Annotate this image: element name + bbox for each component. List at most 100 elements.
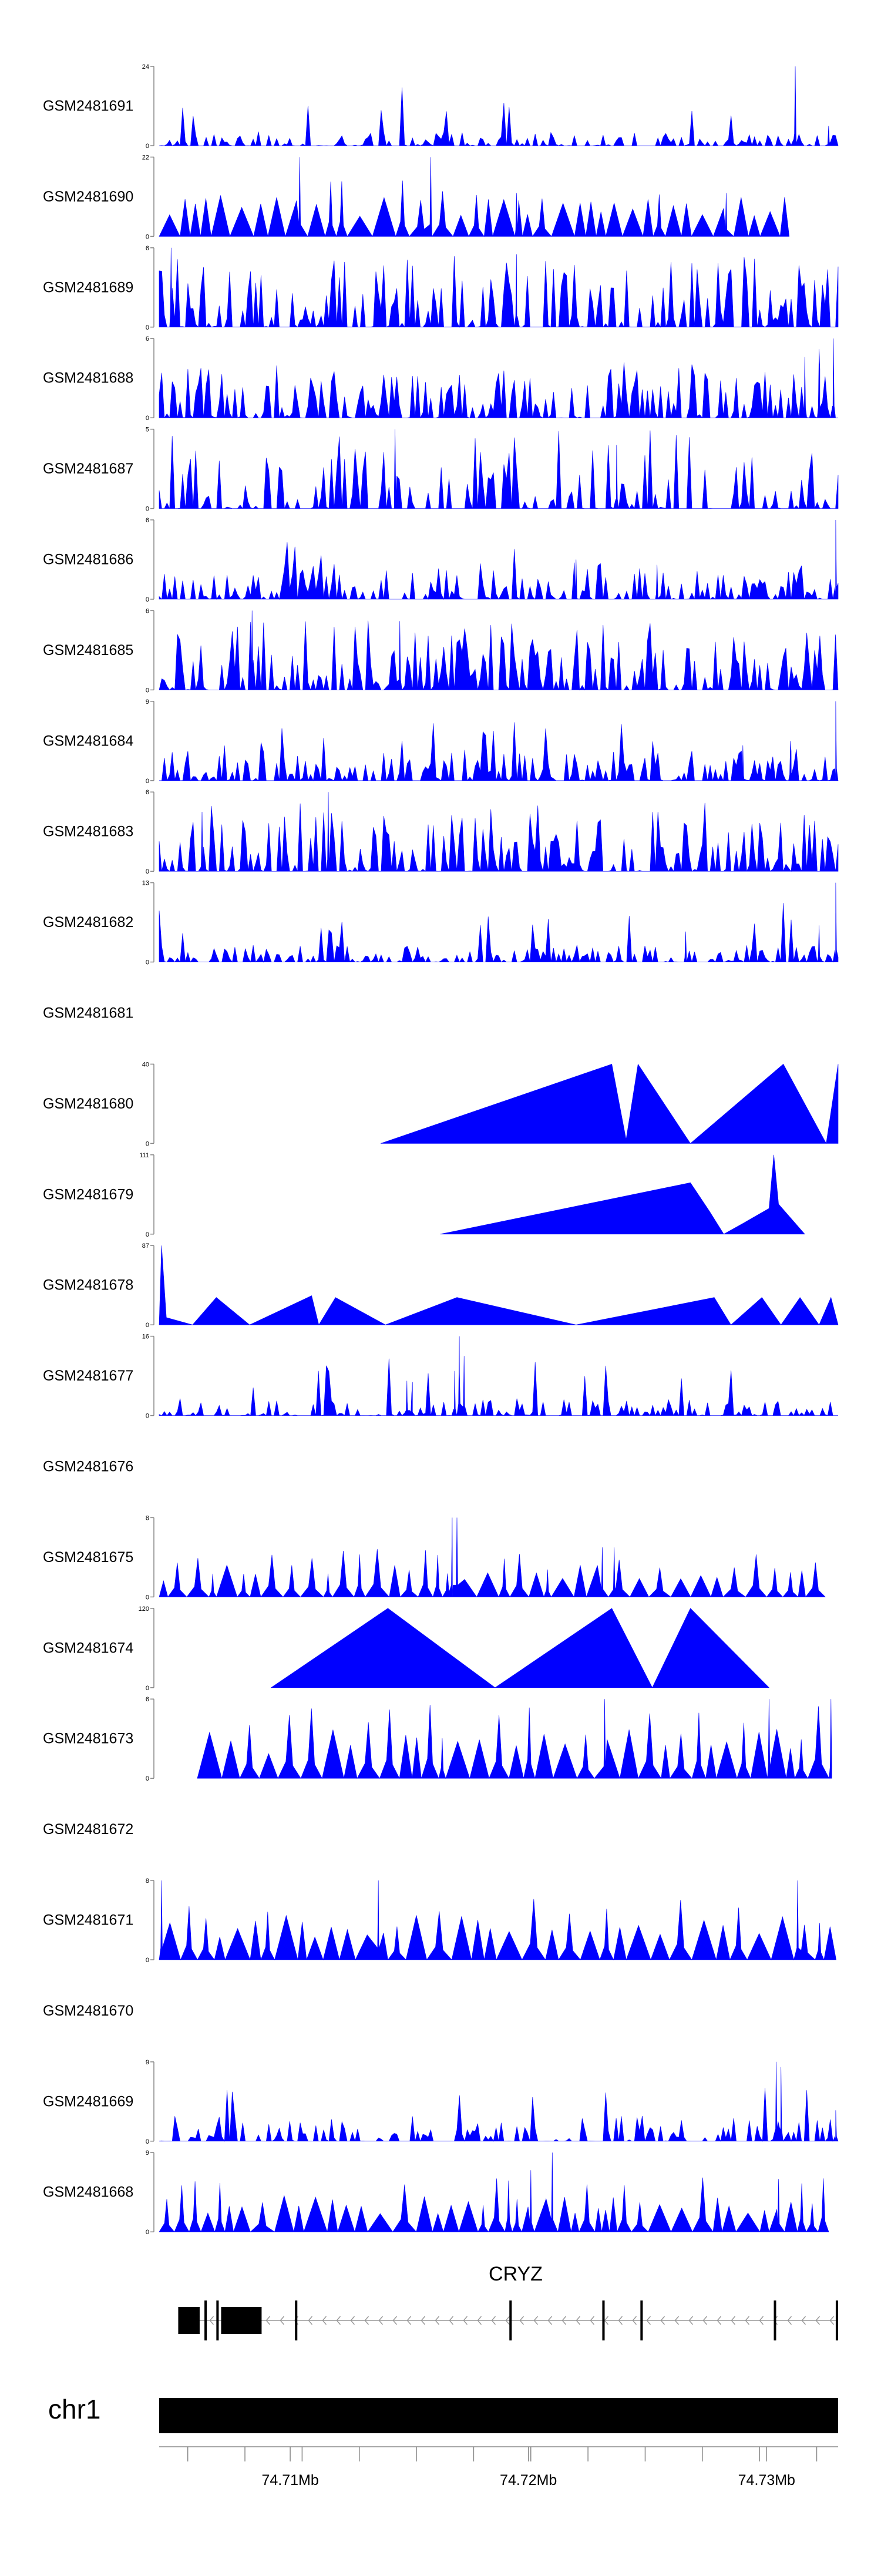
strand-arrow [435, 2316, 440, 2325]
strand-arrow [322, 2316, 327, 2325]
strand-arrow [533, 2316, 539, 2325]
strand-arrow [561, 2316, 567, 2325]
strand-arrow [815, 2316, 821, 2325]
y-axis: 60 [146, 245, 154, 331]
strand-arrow [547, 2316, 553, 2325]
y-axis-zero-label: 0 [146, 1231, 149, 1238]
y-axis-max-label: 6 [146, 335, 149, 342]
track-GSM2481672: GSM2481672 [43, 1821, 133, 1838]
y-axis-zero-label: 0 [146, 1775, 149, 1782]
chromosome-label: chr1 [48, 2394, 100, 2424]
exon [835, 2300, 838, 2340]
y-axis-max-label: 9 [146, 2059, 149, 2066]
genome-axis-label: 74.71Mb [261, 2472, 318, 2488]
y-axis-zero-label: 0 [146, 596, 149, 603]
strand-arrow [646, 2316, 651, 2325]
track-label: GSM2481685 [43, 642, 133, 659]
track-GSM2481674: GSM2481674 120 0 [43, 1606, 770, 1692]
track-label: GSM2481672 [43, 1821, 133, 1838]
y-axis: 50 [146, 426, 154, 513]
track-label: GSM2481671 [43, 1912, 133, 1929]
y-axis: 80 [146, 1514, 154, 1601]
track-GSM2481670: GSM2481670 [43, 2003, 133, 2019]
track-label: GSM2481688 [43, 370, 133, 387]
chromosome-bar [159, 2398, 838, 2433]
y-axis-zero-label: 0 [146, 1413, 149, 1420]
strand-arrow [308, 2316, 313, 2325]
strand-arrow [688, 2316, 694, 2325]
strand-arrow [378, 2316, 384, 2325]
y-axis-max-label: 120 [139, 1606, 149, 1613]
strand-arrow [477, 2316, 482, 2325]
coverage-area [159, 2152, 829, 2233]
exon [509, 2300, 512, 2340]
strand-arrow [505, 2316, 510, 2325]
track-label: GSM2481690 [43, 189, 133, 205]
y-axis: 60 [146, 1696, 154, 1782]
track-GSM2481682: GSM2481682 13 0 [43, 880, 839, 966]
exon [602, 2300, 605, 2340]
track-label: GSM2481686 [43, 552, 133, 568]
y-axis: 22 0 [142, 154, 154, 240]
coverage-area [159, 66, 839, 147]
track-label: GSM2481675 [43, 1549, 133, 1566]
track-label: GSM2481681 [43, 1005, 133, 1022]
y-axis-max-label: 13 [142, 880, 149, 887]
gene-model-CRYZ [178, 2300, 838, 2340]
track-GSM2481676: GSM2481676 [43, 1459, 133, 1475]
coverage-area [159, 1245, 839, 1325]
track-GSM2481685: GSM2481685 60 [43, 607, 839, 694]
y-axis: 24 0 [142, 63, 154, 150]
track-label: GSM2481670 [43, 2003, 133, 2019]
y-axis-zero-label: 0 [146, 778, 149, 785]
track-GSM2481671: GSM2481671 80 [43, 1878, 836, 1964]
y-axis: 13 0 [142, 880, 154, 966]
strand-arrow [364, 2316, 369, 2325]
y-axis-max-label: 111 [139, 1152, 149, 1159]
y-axis: 16 0 [142, 1334, 154, 1420]
y-axis-max-label: 6 [146, 1696, 149, 1703]
coverage-area [159, 1880, 836, 1961]
y-axis: 60 [146, 335, 154, 422]
track-GSM2481668: GSM2481668 90 [43, 2150, 829, 2236]
coverage-area [159, 1517, 826, 1598]
track-label: GSM2481674 [43, 1640, 133, 1656]
strand-arrow [576, 2316, 581, 2325]
y-axis-zero-label: 0 [146, 415, 149, 422]
coverage-area [381, 1063, 839, 1144]
exon [295, 2300, 298, 2340]
strand-arrow [590, 2316, 595, 2325]
strand-arrow [829, 2316, 835, 2325]
y-axis-max-label: 9 [146, 698, 149, 706]
track-label: GSM2481683 [43, 824, 133, 840]
strand-arrow [717, 2316, 722, 2325]
strand-arrow [801, 2316, 806, 2325]
strand-arrow [449, 2316, 454, 2325]
strand-arrow [336, 2316, 341, 2325]
coverage-area [159, 701, 839, 781]
gene-label: CRYZ [489, 2263, 543, 2285]
y-axis: 80 [146, 1878, 154, 1964]
track-label: GSM2481668 [43, 2184, 133, 2201]
genome-axis-label: 74.72Mb [500, 2472, 557, 2488]
y-axis-max-label: 6 [146, 789, 149, 796]
track-GSM2481679: GSM2481679 111 0 [43, 1152, 805, 1238]
y-axis-zero-label: 0 [146, 324, 149, 331]
strand-arrow [209, 2316, 214, 2325]
y-axis: 90 [146, 2150, 154, 2236]
y-axis: 90 [146, 698, 154, 785]
y-axis-zero-label: 0 [146, 2229, 149, 2236]
track-label: GSM2481669 [43, 2093, 133, 2110]
y-axis: 60 [146, 607, 154, 694]
exon [178, 2307, 200, 2334]
genome-axis-label: 74.73Mb [738, 2472, 795, 2488]
coverage-area [159, 247, 839, 328]
track-GSM2481677: GSM2481677 16 0 [43, 1334, 838, 1420]
